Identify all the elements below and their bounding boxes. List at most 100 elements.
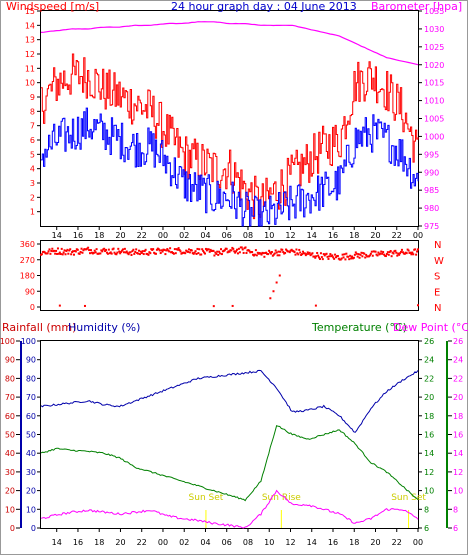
rainfall-tick-label: 60 [5,412,15,421]
direction-point [99,252,102,255]
direction-point [40,253,43,256]
direction-point [107,248,110,251]
direction-point [123,247,126,250]
sun-marker-label: Sun Rise [262,493,301,503]
compass-label: N [434,303,441,314]
direction-point [46,252,49,255]
hour-tick-label: 04 [200,538,210,547]
direction-point [316,251,319,254]
direction-point [112,247,115,250]
direction-point [196,247,199,250]
direction-point [305,253,308,256]
hour-tick-label: 02 [179,538,189,547]
windspeed-tick-label: 8 [30,107,35,116]
direction-point [361,255,364,258]
barometer-axis-label: Barometer [hpa] [371,0,462,13]
direction-point [138,253,141,256]
direction-point [348,258,351,261]
direction-point [197,252,200,255]
direction-point [69,248,72,251]
direction-point [240,246,243,249]
direction-point [388,251,391,254]
sun-marker-label: Sun Set [391,493,426,503]
direction-point [302,250,305,253]
direction-point [254,249,257,252]
direction-point [187,248,190,251]
direction-point [255,254,258,257]
temperature-tick-label: 24 [424,356,434,365]
rainfall-tick-label: 30 [5,468,15,477]
hour-tick-label: 20 [370,538,380,547]
direction-point [358,256,361,259]
windspeed-tick-label: 1 [30,208,35,217]
direction-point [133,252,136,255]
direction-point [103,247,106,250]
direction-point [140,251,143,254]
direction-point [115,253,118,256]
direction-point [55,249,58,252]
direction-point [382,251,385,254]
direction-point [121,248,124,251]
direction-point [168,250,171,253]
direction-point [174,252,177,255]
direction-point [265,251,268,254]
direction-point [352,256,355,259]
direction-point [54,252,57,255]
direction-point [184,252,187,255]
direction-point [203,251,206,254]
direction-point [353,253,356,256]
direction-point [350,257,353,260]
direction-point [351,255,354,258]
direction-point [109,251,112,254]
direction-point [56,247,59,250]
direction-point [318,256,321,259]
direction-point [392,252,395,255]
wind-chart: 1234567891011121314159759809859909951000… [25,7,445,240]
direction-point [342,256,345,259]
climate-plot-frame [40,340,419,529]
direction-point [48,248,51,251]
direction-point [271,254,274,257]
direction-point [195,252,198,255]
dewpoint-tick-label: 22 [453,374,463,383]
hour-tick-label: 22 [137,231,147,240]
humidity-line [40,369,419,433]
direction-point [234,251,237,254]
direction-point [110,252,113,255]
direction-point [415,253,418,256]
hour-tick-label: 00 [413,231,423,240]
direction-point [236,248,239,251]
direction-point [131,250,134,253]
direction-point [200,253,203,256]
direction-point [389,249,392,252]
direction-point [135,248,138,251]
direction-point [105,251,108,254]
direction-point [80,247,83,250]
hour-tick-label: 10 [264,231,274,240]
direction-point [276,254,279,257]
windspeed-tick-label: 3 [30,179,35,188]
direction-point [225,247,228,250]
direction-point [405,252,408,255]
direction-point [104,250,107,253]
direction-point [72,250,75,253]
direction-point [159,252,162,255]
direction-point [83,304,86,307]
windspeed-tick-label: 12 [25,50,35,59]
direction-point [400,248,403,251]
direction-point [368,254,371,257]
gust-line [41,53,419,220]
direction-point [349,254,352,257]
rainfall-tick-label: 40 [5,449,15,458]
direction-point [134,251,137,254]
barometer-tick-label: 1030 [424,25,444,34]
direction-point [88,249,91,252]
direction-point [213,254,216,257]
direction-point [357,253,360,256]
hour-tick-label: 08 [243,538,253,547]
barometer-tick-label: 980 [424,204,439,213]
hour-tick-label: 14 [307,231,317,240]
direction-point [129,251,132,254]
hour-tick-label: 20 [115,231,125,240]
direction-point [155,248,158,251]
